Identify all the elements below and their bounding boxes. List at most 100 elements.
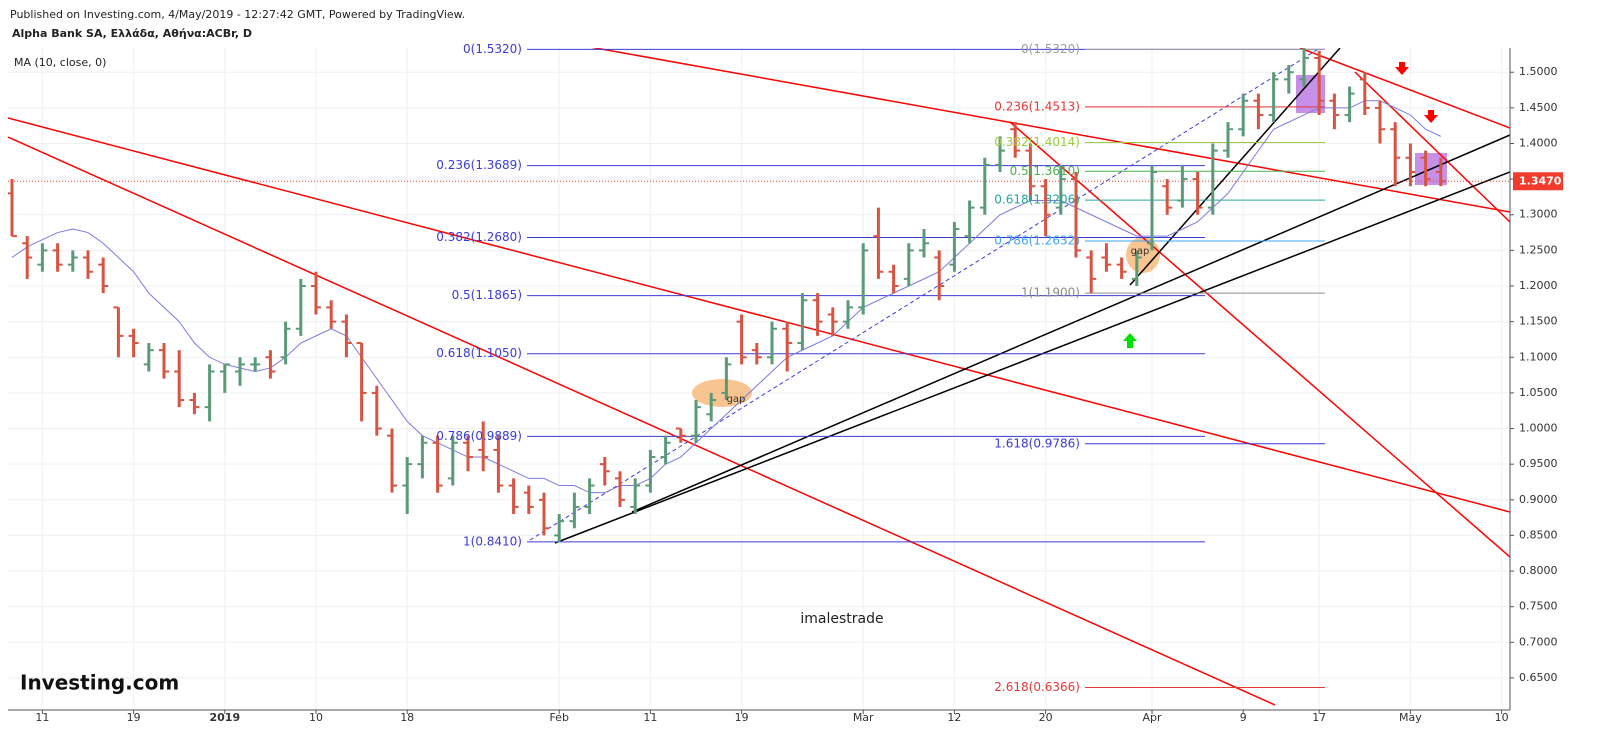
trend-line <box>591 48 1510 213</box>
ohlc-bar <box>22 236 33 279</box>
y-tick-label: 0.9000 <box>1519 493 1558 506</box>
fib-label: 0.236(1.3689) <box>436 158 522 172</box>
ohlc-bar <box>1207 143 1218 215</box>
moving-average <box>11 100 1442 494</box>
y-tick-label: 1.0000 <box>1519 422 1558 435</box>
y-tick-label: 1.1500 <box>1519 315 1558 328</box>
ohlc-bar <box>1329 93 1340 130</box>
ohlc-bar <box>1101 243 1112 272</box>
x-tick-label: Apr <box>1142 711 1162 724</box>
ohlc-bar <box>554 514 565 543</box>
ohlc-bar <box>311 271 321 315</box>
y-tick-label: 1.4000 <box>1519 136 1558 149</box>
ohlc-bar <box>615 471 625 507</box>
ohlc-bar <box>979 157 990 215</box>
fib-label: 0.236(1.4513) <box>994 99 1080 113</box>
up-arrow <box>1123 333 1137 348</box>
ohlc-bar <box>341 314 352 358</box>
ohlc-bar <box>493 435 504 493</box>
x-tick-label: 19 <box>127 711 141 724</box>
fib-label: 1(1.1900) <box>1021 286 1080 300</box>
trend-line <box>631 134 1510 513</box>
ohlc-bar <box>174 350 185 408</box>
annotation: gap <box>727 394 746 405</box>
ohlc-bar <box>1359 72 1370 115</box>
ohlc-bar <box>949 221 960 272</box>
fib-label: 1(0.8410) <box>463 534 522 548</box>
ohlc-bar <box>326 300 337 329</box>
ohlc-bar <box>1086 250 1097 294</box>
ohlc-bar <box>569 492 580 529</box>
ohlc-bar <box>432 435 443 493</box>
ohlc-bar <box>265 350 276 379</box>
ohlc-bar <box>295 278 306 336</box>
y-tick-label: 0.8000 <box>1519 564 1558 577</box>
ohlc-bar <box>934 250 945 301</box>
ohlc-bar <box>751 343 762 365</box>
ohlc-bar <box>843 300 853 329</box>
trend-line <box>1354 71 1510 223</box>
fib-label: 0.618(1.3206) <box>994 193 1080 207</box>
fib-label: 1.618(0.9786) <box>994 436 1080 450</box>
trend-line <box>8 136 1276 706</box>
ohlc-bar <box>721 357 732 401</box>
ohlc-bar <box>1177 164 1188 208</box>
trend-line <box>1299 48 1510 129</box>
logo: Investing.com <box>20 671 179 695</box>
ohlc-bar <box>143 343 154 372</box>
y-tick-label: 0.9500 <box>1519 457 1558 470</box>
ohlc-bar <box>1055 164 1066 215</box>
ohlc-bar <box>812 293 823 336</box>
watermark: imalestrade <box>800 611 883 627</box>
last-price-box <box>1513 172 1563 191</box>
publisher: Published on Investing.com, 4/May/2019 -… <box>10 8 465 21</box>
ohlc-bar <box>250 357 261 372</box>
x-tick-label: 11 <box>35 711 49 724</box>
ohlc-bar <box>387 428 397 493</box>
ohlc-bar <box>447 435 458 486</box>
fib-label: 0.5(1.1865) <box>452 288 522 302</box>
ohlc-bar <box>858 243 869 315</box>
ohlc-bar <box>52 243 63 272</box>
chart-title: Alpha Bank SA, Ελλάδα, Αθήνα:ACBr, D <box>12 27 252 40</box>
ohlc-bar <box>128 328 139 358</box>
ohlc-bar <box>508 478 519 515</box>
trend-line <box>1129 48 1341 286</box>
ohlc-bar <box>98 257 109 294</box>
trend-line <box>554 171 1510 544</box>
ohlc-bar <box>1010 122 1021 158</box>
x-tick-label: 17 <box>1312 711 1326 724</box>
ohlc-bar <box>1162 179 1173 215</box>
ohlc-bar <box>1116 257 1127 279</box>
y-tick-label: 1.3000 <box>1519 208 1558 221</box>
ohlc-bar <box>1299 48 1309 87</box>
y-tick-label: 1.1000 <box>1519 350 1558 363</box>
ohlc-bar <box>873 207 884 279</box>
y-tick-label: 1.4500 <box>1519 101 1558 114</box>
bars <box>8 48 1446 543</box>
y-tick-label: 0.8500 <box>1519 528 1558 541</box>
x-tick-label: 2019 <box>209 711 240 724</box>
trend-line <box>1009 121 1510 558</box>
trend-line <box>8 117 1510 513</box>
indicator-label: MA (10, close, 0) <box>14 56 106 69</box>
ohlc-bar <box>1435 157 1446 187</box>
ohlc-bar <box>235 357 245 386</box>
x-tick-label: 20 <box>1039 711 1053 724</box>
ohlc-bar <box>189 392 200 415</box>
ohlc-bar <box>691 400 701 443</box>
ohlc-bar <box>964 200 975 244</box>
ohlc-bar <box>1040 179 1051 237</box>
fib-label: 0.5(1.3610) <box>1010 164 1080 178</box>
ohlc-bar <box>1192 171 1203 215</box>
ohlc-bar <box>1283 65 1294 94</box>
x-tick-label: Feb <box>549 711 568 724</box>
ohlc-bar <box>797 293 808 351</box>
fib-label: 0.382(1.4014) <box>994 135 1080 149</box>
x-tick-label: 12 <box>947 711 961 724</box>
down-arrow <box>1424 110 1438 123</box>
fib-label: 0.382(1.2680) <box>436 230 522 244</box>
ohlc-bar <box>523 485 534 515</box>
last-price-label: 1.3470 <box>1519 174 1562 187</box>
annotation: gap <box>1131 246 1150 257</box>
